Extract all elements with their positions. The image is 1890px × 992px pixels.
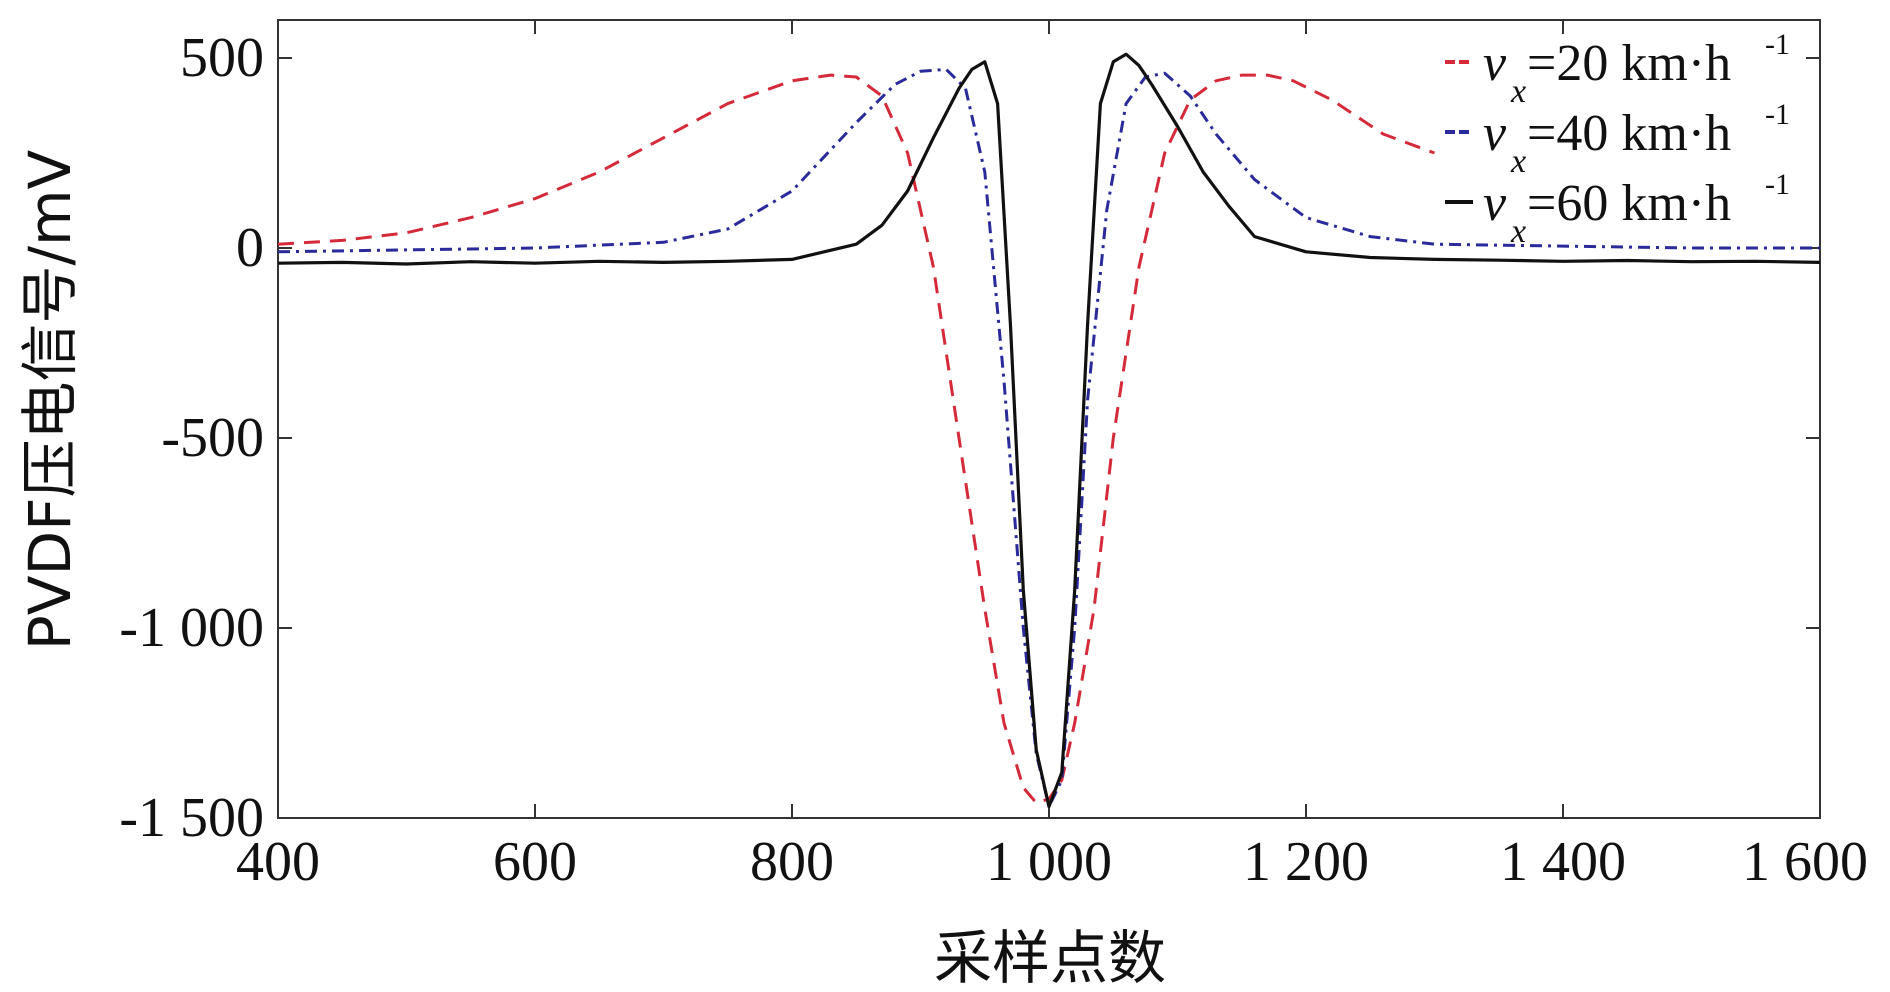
y-tick-label: -1 500 — [119, 787, 264, 849]
legend: v x =20 km·h -1v x =40 km·h -1v x =60 km·h -1 — [1445, 28, 1790, 250]
x-tick-label: 400 — [236, 831, 320, 893]
x-tick-label: 1 200 — [1243, 831, 1369, 893]
y-tick-label: -500 — [161, 407, 264, 469]
legend-superscript: -1 — [1765, 168, 1790, 201]
x-tick-label: 1 400 — [1500, 831, 1626, 893]
legend-entry-1: v x =20 km·h -1 — [1483, 28, 1790, 110]
legend-label: =20 km·h — [1527, 35, 1731, 92]
legend-label: =40 km·h — [1527, 105, 1731, 162]
x-tick-label: 1 600 — [1742, 831, 1868, 893]
y-axis: 500 0 -500 -1 000 -1 500 — [119, 27, 1820, 849]
legend-superscript: -1 — [1765, 98, 1790, 131]
series-line-3 — [277, 52, 1821, 809]
legend-entry-2: v x =40 km·h -1 — [1483, 98, 1790, 180]
y-axis-title: PVDF压电信号/mV — [16, 149, 84, 650]
y-tick-label: 500 — [180, 27, 264, 89]
legend-var: v — [1483, 175, 1507, 232]
y-tick-label: 0 — [236, 217, 264, 279]
legend-subscript: x — [1510, 73, 1526, 110]
legend-var: v — [1483, 35, 1507, 92]
legend-subscript: x — [1510, 213, 1526, 250]
x-axis-title: 采样点数 — [934, 924, 1166, 992]
x-tick-label: 1 000 — [986, 831, 1112, 893]
x-axis: 400 600 800 1 000 1 200 1 400 1 600 — [236, 20, 1868, 893]
legend-subscript: x — [1510, 143, 1526, 180]
legend-superscript: -1 — [1765, 28, 1790, 61]
legend-entry-3: v x =60 km·h -1 — [1483, 168, 1790, 250]
x-tick-label: 600 — [493, 831, 577, 893]
x-tick-label: 800 — [750, 831, 834, 893]
legend-label: =60 km·h — [1527, 175, 1731, 232]
legend-var: v — [1483, 105, 1507, 162]
y-tick-label: -1 000 — [119, 597, 264, 659]
series-line-1 — [277, 73, 1436, 805]
series-group — [277, 52, 1821, 809]
